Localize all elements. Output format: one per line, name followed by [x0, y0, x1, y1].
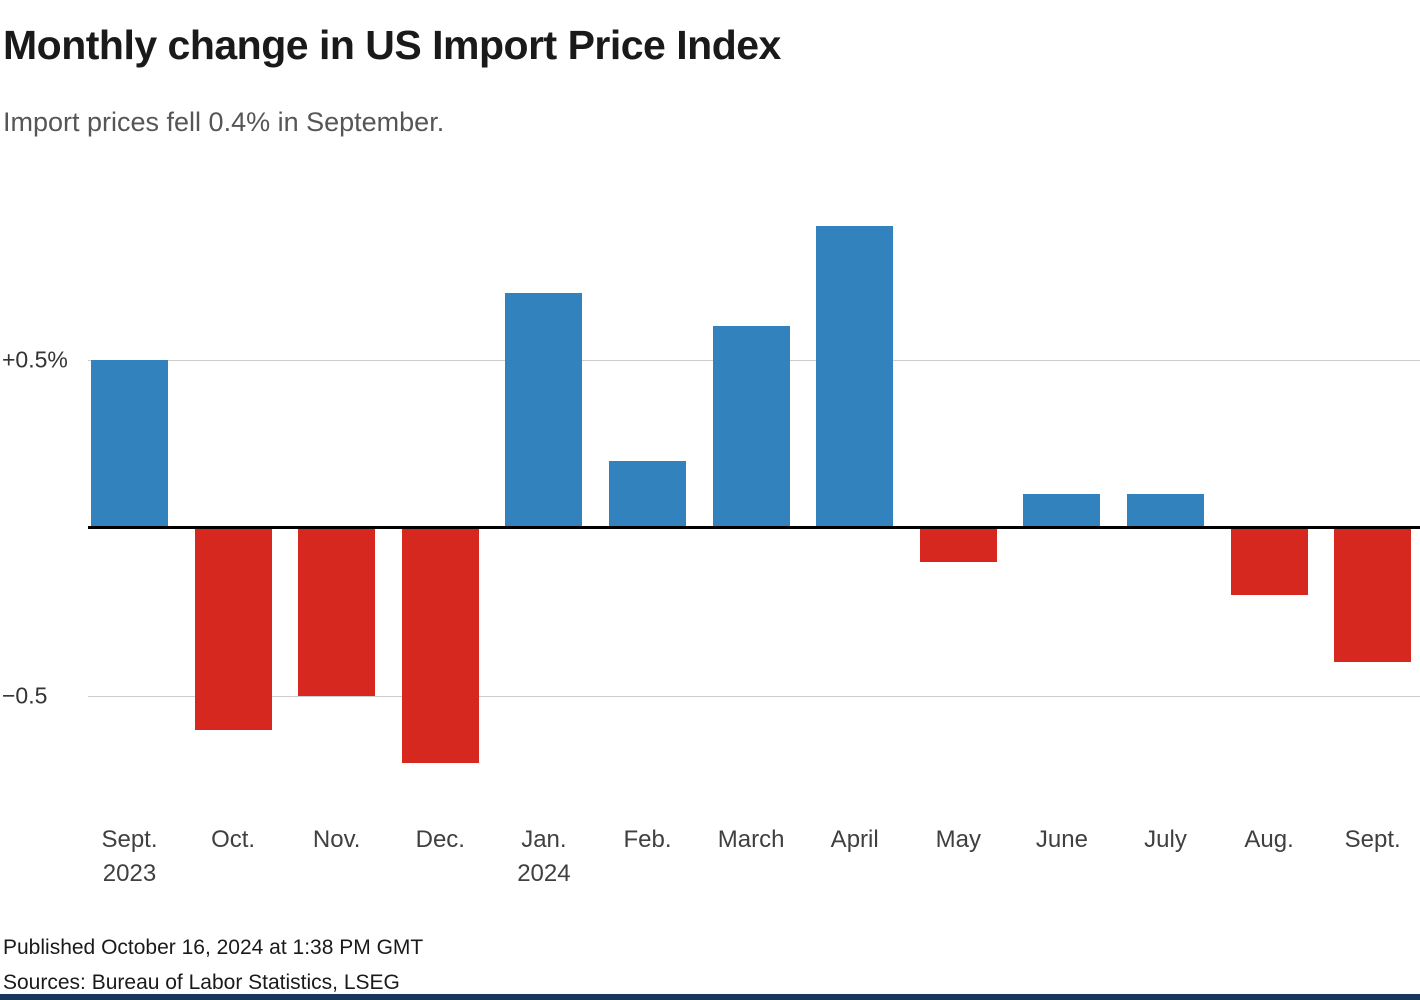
chart-bar: [1127, 494, 1204, 528]
x-axis-category-label: May: [936, 823, 981, 857]
x-axis-label-text: Nov.: [312, 826, 361, 853]
chart-bar: [919, 528, 997, 562]
chart-bar: [505, 293, 583, 528]
x-axis-category-label: Oct.: [211, 823, 255, 857]
x-axis-category-label: April: [831, 823, 879, 857]
x-axis-label-year: 2024: [517, 860, 571, 887]
chart-bar: [816, 226, 894, 528]
x-axis-category-label: July: [1144, 823, 1187, 857]
chart-bar: [298, 528, 376, 696]
chart-bar: [609, 461, 686, 528]
sources-attribution: Sources: Bureau of Labor Statistics, LSE…: [3, 971, 400, 994]
x-axis-category-label: Nov.: [313, 823, 361, 857]
x-axis-label-text: July: [1144, 826, 1187, 853]
x-axis-label-text: Jan.: [521, 826, 567, 853]
y-axis-tick-label: −0.5: [2, 682, 48, 709]
published-timestamp: Published October 16, 2024 at 1:38 PM GM…: [3, 936, 424, 959]
x-axis-category-label: Sept. 2023: [101, 823, 157, 891]
chart-bar: [194, 528, 272, 730]
x-axis-label-text: Oct.: [211, 826, 256, 853]
bottom-accent-bar: [0, 994, 1420, 1000]
x-axis-category-label: Feb.: [623, 823, 671, 857]
chart-bar: [1023, 494, 1101, 528]
x-axis-label-text: Dec.: [415, 826, 465, 853]
chart-header: Monthly change in US Import Price Index …: [3, 22, 1400, 138]
x-axis-label-text: March: [717, 826, 785, 853]
chart-bar: [91, 360, 168, 528]
chart-footer: Published October 16, 2024 at 1:38 PM GM…: [3, 930, 423, 1000]
chart-bar: [1230, 528, 1308, 595]
x-axis-category-label: Dec.: [416, 823, 465, 857]
x-axis-label-year: 2023: [102, 860, 157, 887]
x-axis-category-label: Jan. 2024: [517, 823, 570, 891]
chart-bar: [712, 326, 790, 528]
horizontal-gridline: [88, 695, 1420, 697]
x-axis-category-label: Sept.: [1345, 823, 1401, 857]
x-axis-category-label: March: [718, 823, 785, 857]
x-axis-label-text: Sept.: [101, 826, 158, 853]
bar-chart-plot-area: +0.5% −0.5 Sept. 2023 Oct. Nov. Dec. Jan. 2024 Fe…: [0, 180, 1420, 920]
x-axis-label-text: Aug.: [1244, 826, 1294, 853]
chart-bar: [401, 528, 479, 763]
x-axis-label-text: April: [830, 826, 879, 853]
chart-bar: [1334, 528, 1412, 662]
x-axis-label-text: May: [935, 826, 981, 853]
x-axis-label-text: June: [1035, 826, 1088, 853]
page-title: Monthly change in US Import Price Index: [3, 22, 781, 68]
x-axis-category-label: Aug.: [1244, 823, 1293, 857]
chart-subtitle: Import prices fell 0.4% in September.: [3, 107, 445, 138]
y-axis-tick-label: +0.5%: [2, 346, 68, 373]
x-axis-category-label: June: [1036, 823, 1088, 857]
zero-baseline: [88, 526, 1420, 529]
x-axis-label-text: Sept.: [1344, 826, 1401, 853]
x-axis-label-text: Feb.: [623, 826, 672, 853]
